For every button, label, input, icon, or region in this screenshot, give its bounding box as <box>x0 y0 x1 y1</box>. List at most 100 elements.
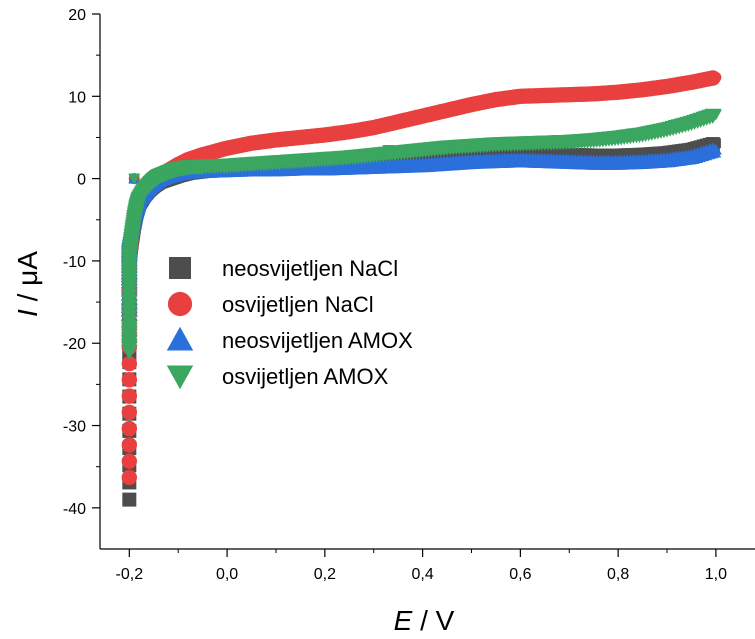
data-point <box>121 420 138 437</box>
data-point <box>465 140 478 152</box>
legend-label: neosvijetljen AMOX <box>222 328 413 353</box>
data-point <box>588 88 600 100</box>
legend-marker <box>166 326 194 351</box>
data-point <box>489 139 502 151</box>
data-point <box>685 151 698 163</box>
data-point <box>181 162 194 174</box>
data-point <box>123 252 136 263</box>
x-tick-label: 1,0 <box>705 566 727 583</box>
data-point <box>269 157 282 169</box>
data-point <box>514 90 526 102</box>
data-point <box>637 84 649 96</box>
data-point <box>563 156 576 167</box>
legend-marker <box>166 365 194 390</box>
x-axis-symbol: E <box>394 605 413 636</box>
data-point <box>121 355 138 372</box>
data-point <box>133 194 146 206</box>
data-point <box>709 143 722 155</box>
data-point <box>196 161 209 173</box>
data-point <box>416 145 429 156</box>
data-point <box>343 152 356 164</box>
data-point <box>121 372 138 388</box>
axes: -40 -30 -20 -10 0 10 20 -0,2 0,0 0,2 0,4 0,6 0,8 1,0 <box>63 7 755 583</box>
data-point <box>152 171 165 183</box>
data-point <box>162 167 175 179</box>
legend-marker <box>167 291 193 317</box>
data-point <box>612 86 624 98</box>
data-point <box>661 154 674 166</box>
data-point <box>490 94 502 106</box>
data-point <box>197 149 209 161</box>
data-point <box>130 202 143 214</box>
y-tick-label: 20 <box>68 7 86 24</box>
data-point <box>121 404 138 421</box>
data-point <box>612 132 625 144</box>
data-point <box>123 280 136 292</box>
data-point <box>587 135 600 146</box>
data-point <box>514 154 527 166</box>
data-point <box>392 116 404 128</box>
data-point <box>465 156 478 167</box>
data-point <box>142 180 155 192</box>
data-point <box>392 160 405 172</box>
data-point <box>661 80 673 92</box>
data-point <box>612 156 625 168</box>
x-axis-title: E / V <box>394 605 455 636</box>
x-tick-label: 0,4 <box>411 566 433 583</box>
data-point <box>123 321 136 333</box>
series-3 <box>120 108 722 360</box>
data-point <box>563 136 576 148</box>
x-tick-label: 0,0 <box>216 566 238 583</box>
data-point <box>489 155 502 167</box>
data-point <box>538 155 551 167</box>
data-point <box>563 89 575 101</box>
data-point <box>121 453 138 469</box>
data-point <box>636 156 649 167</box>
y-tick-label: -20 <box>63 336 86 353</box>
legend-label: osvijetljen NaCl <box>222 292 374 317</box>
data-point <box>343 126 355 138</box>
data-point <box>538 137 551 149</box>
y-tick-label: -10 <box>63 254 86 271</box>
legend-label: osvijetljen AMOX <box>222 364 389 389</box>
data-point <box>382 145 395 156</box>
y-tick-label: 10 <box>68 89 86 106</box>
data-point <box>417 110 429 122</box>
data-point <box>636 129 649 141</box>
y-axis-title: I / μA <box>12 251 43 317</box>
data-point <box>246 137 258 149</box>
data-point <box>709 109 722 121</box>
data-point <box>128 173 141 185</box>
data-point <box>514 138 527 150</box>
data-point <box>392 147 405 159</box>
data-point <box>123 346 136 358</box>
data-point <box>539 89 551 101</box>
y-tick-label: 0 <box>77 172 86 189</box>
y-tick-label: -40 <box>63 501 86 518</box>
data-point <box>685 117 698 129</box>
data-point <box>318 154 331 165</box>
data-point <box>172 163 185 175</box>
data-point <box>125 231 138 243</box>
data-point <box>661 124 674 136</box>
x-axis-unit: / V <box>412 605 454 636</box>
data-point <box>318 162 331 174</box>
x-tick-label: 0,8 <box>607 566 629 583</box>
data-point <box>137 186 150 197</box>
data-point <box>441 157 454 169</box>
data-point <box>245 159 258 170</box>
data-point <box>465 99 477 111</box>
y-axis-symbol: I <box>12 309 43 317</box>
y-tick-label: -30 <box>63 419 86 436</box>
data-point <box>587 156 600 168</box>
data-point <box>221 160 234 172</box>
data-point <box>710 138 721 149</box>
y-axis-unit: / μA <box>12 251 43 309</box>
data-point <box>343 161 356 173</box>
legend-marker <box>169 257 191 279</box>
data-point <box>710 71 722 83</box>
data-point <box>368 122 380 134</box>
data-point <box>270 134 282 146</box>
x-tick-label: 0,2 <box>314 566 336 583</box>
